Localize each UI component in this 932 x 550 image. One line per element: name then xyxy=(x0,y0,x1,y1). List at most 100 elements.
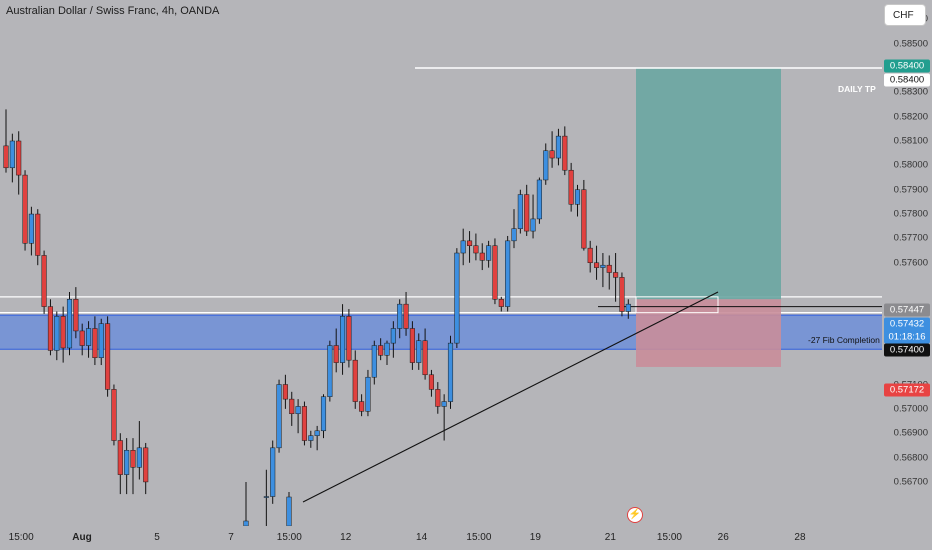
candle-body xyxy=(371,345,377,378)
candle-body xyxy=(606,264,612,273)
candle-body xyxy=(625,303,631,312)
time-tick-label: 21 xyxy=(604,532,616,543)
candle-body xyxy=(136,447,142,468)
candle-body xyxy=(286,496,292,527)
candle-body xyxy=(397,303,403,329)
time-tick-label: 5 xyxy=(154,532,160,543)
candle-body xyxy=(435,389,441,407)
candle-body xyxy=(428,374,434,390)
trendline xyxy=(302,291,719,503)
chart-plot-area[interactable]: Australian Dollar / Swiss Franc, 4h, OAN… xyxy=(0,0,882,531)
candle-body xyxy=(263,496,269,498)
replay-icon[interactable]: ⚡ xyxy=(627,507,643,523)
tp-line-price-badge: 0.58400 xyxy=(884,73,930,87)
candle-body xyxy=(619,277,625,312)
daily-tp-label: DAILY TP xyxy=(838,84,876,94)
candle-body xyxy=(574,189,581,205)
time-tick-label: 15:00 xyxy=(276,532,302,543)
candle-body xyxy=(16,140,22,176)
candle-body xyxy=(568,169,574,205)
candle-body xyxy=(600,264,606,268)
stop-zone xyxy=(636,299,781,367)
time-tick-label: 14 xyxy=(416,532,428,543)
target-price-badge: 0.58400 xyxy=(884,59,930,73)
candle-body xyxy=(359,401,365,412)
high-price-badge: 0.57447 xyxy=(884,303,930,317)
candle-body xyxy=(54,316,60,351)
candle-body xyxy=(460,240,466,254)
price-tick-label: 0.57800 xyxy=(893,208,928,220)
candle-body xyxy=(340,316,346,363)
candle-body xyxy=(454,252,460,344)
candle-body xyxy=(549,150,555,159)
candle-body xyxy=(467,240,473,246)
candle-body xyxy=(282,384,288,400)
candle-body xyxy=(384,342,390,356)
price-tick-label: 0.56700 xyxy=(893,476,928,488)
candle-body xyxy=(92,328,98,358)
price-tick-label: 0.57600 xyxy=(893,257,928,269)
candle-body xyxy=(479,252,485,261)
candle-body xyxy=(587,247,593,264)
candle-body xyxy=(536,179,542,220)
price-tick-label: 0.58000 xyxy=(893,159,928,171)
fib-completion-label: -27 Fib Completion xyxy=(808,335,880,345)
candle-body xyxy=(276,384,282,449)
candle-body xyxy=(3,145,9,169)
time-tick-label: 15:00 xyxy=(8,532,34,543)
price-tick-label: 0.57900 xyxy=(893,184,928,196)
price-tick-label: 0.58100 xyxy=(893,135,928,147)
candle-body xyxy=(98,323,104,358)
price-tick-label: 0.57000 xyxy=(893,403,928,415)
time-tick-label: 12 xyxy=(340,532,352,543)
candle-body xyxy=(327,345,333,397)
time-axis[interactable]: 15:00 Aug 5 7 15:00 12 14 15:00 19 21 15:00 26 28 xyxy=(0,526,882,550)
candle-body xyxy=(320,396,327,432)
candle-body xyxy=(562,135,568,171)
candle-body xyxy=(581,189,587,249)
candle-body xyxy=(111,389,117,441)
candle-body xyxy=(378,345,384,356)
candle-body xyxy=(390,328,396,344)
candle-body xyxy=(447,342,454,402)
candle-body xyxy=(86,328,92,346)
candle-body xyxy=(365,376,371,412)
candle-body xyxy=(441,401,447,407)
price-tick-label: 0.56900 xyxy=(893,427,928,439)
candle-body xyxy=(270,447,276,497)
candle-body xyxy=(308,435,314,441)
time-tick-label: 28 xyxy=(794,532,806,543)
candle-body xyxy=(41,255,47,307)
countdown-badge: 01:18:16 xyxy=(884,330,930,344)
time-tick-label: 15:00 xyxy=(656,532,682,543)
candle-body xyxy=(416,340,422,363)
candle-body xyxy=(594,262,600,268)
candle-body xyxy=(47,306,54,351)
candle-body xyxy=(295,406,301,414)
candle-body xyxy=(352,359,358,402)
price-axis[interactable]: 0.586000.585000.583000.582000.581000.580… xyxy=(882,0,932,526)
price-tick-label: 0.56800 xyxy=(893,452,928,464)
candlestick-chart[interactable] xyxy=(0,0,882,531)
candle-body xyxy=(79,330,85,346)
candle-body xyxy=(9,140,15,169)
candle-body xyxy=(28,213,34,244)
candle-body xyxy=(613,272,619,278)
fib-price-badge: 0.57400 xyxy=(884,343,930,357)
candle-body xyxy=(492,245,498,300)
candle-body xyxy=(117,440,123,475)
time-tick-label: 7 xyxy=(228,532,234,543)
time-tick-label: 19 xyxy=(529,532,541,543)
price-tick-label: 0.58500 xyxy=(893,38,928,50)
current-price-badge: 0.57432 xyxy=(884,317,930,331)
candle-body xyxy=(511,228,517,242)
candle-body xyxy=(289,398,295,414)
candle-body xyxy=(105,323,111,390)
candle-body xyxy=(124,450,130,475)
candle-body xyxy=(486,245,492,261)
candle-body xyxy=(530,218,536,232)
currency-button[interactable]: CHF xyxy=(884,4,926,26)
candle-body xyxy=(130,450,136,468)
candle-body xyxy=(22,174,28,244)
candle-body xyxy=(333,345,339,363)
